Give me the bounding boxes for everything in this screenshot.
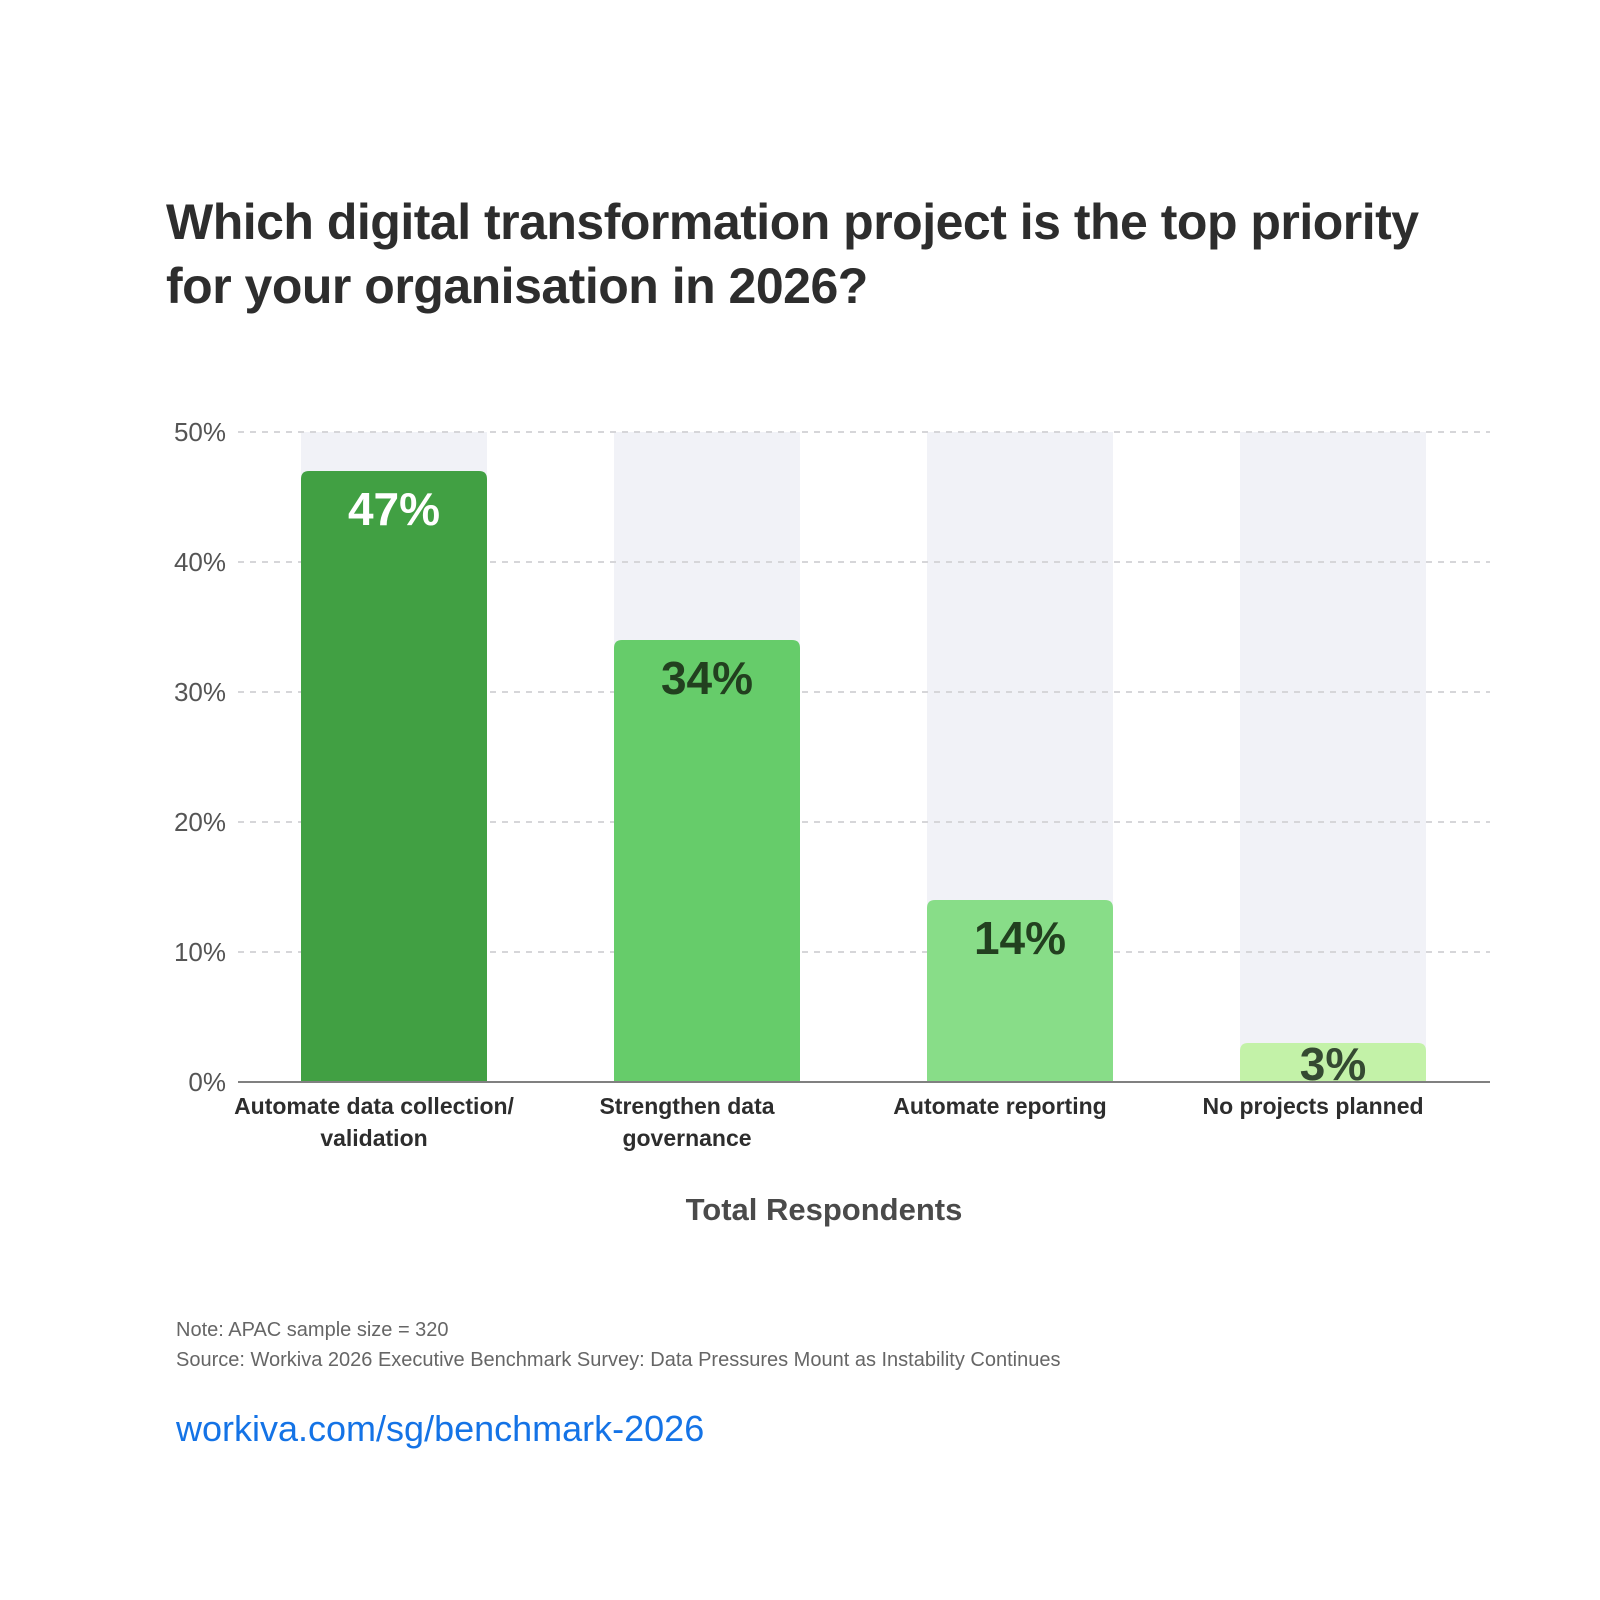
y-tick-label: 40% [174, 547, 226, 577]
x-category-label-line: validation [320, 1125, 427, 1151]
benchmark-link[interactable]: workiva.com/sg/benchmark-2026 [176, 1408, 705, 1449]
y-axis-ticks: 0% 10% 20% 30% 40% 50% [174, 417, 226, 1097]
x-axis-title: Total Respondents [686, 1192, 963, 1227]
y-tick-label: 50% [174, 417, 226, 447]
y-tick-label: 20% [174, 807, 226, 837]
x-category-label-line: No projects planned [1202, 1093, 1423, 1119]
x-category-label: Strengthen data governance [599, 1093, 774, 1151]
bars [301, 471, 1426, 1082]
x-axis-labels: Automate data collection/validation Stren… [234, 1093, 1423, 1151]
y-tick-label: 0% [188, 1067, 226, 1097]
y-tick-label: 30% [174, 677, 226, 707]
x-category-label-line: Automate data collection/ [234, 1093, 514, 1119]
x-category-label-line: Strengthen data [599, 1093, 774, 1119]
data-label: 34% [661, 652, 753, 704]
sample-size-note: Note: APAC sample size = 320 [176, 1319, 449, 1341]
x-category-label: Automate reporting [893, 1093, 1106, 1119]
x-category-label-line: governance [622, 1125, 751, 1151]
bar [614, 640, 800, 1082]
bar [1240, 1043, 1426, 1082]
background-column [1240, 432, 1426, 1082]
x-category-label-line: Automate reporting [893, 1093, 1106, 1119]
bar [301, 471, 487, 1082]
data-label: 14% [974, 912, 1066, 964]
chart-title-line-2: for your organisation in 2026? [166, 258, 868, 314]
y-tick-label: 10% [174, 937, 226, 967]
bar [927, 900, 1113, 1082]
footnote: Note: APAC sample size = 320 Source: Wor… [176, 1315, 1060, 1375]
data-labels: 47%34%14%3% [348, 483, 1366, 1090]
source-note: Source: Workiva 2026 Executive Benchmark… [176, 1349, 1061, 1371]
data-label: 47% [348, 483, 440, 535]
chart-title: Which digital transformation project is … [166, 190, 1466, 318]
x-category-label: Automate data collection/validation [234, 1093, 514, 1151]
chart-title-line-1: Which digital transformation project is … [166, 194, 1419, 250]
x-category-label: No projects planned [1202, 1093, 1423, 1119]
